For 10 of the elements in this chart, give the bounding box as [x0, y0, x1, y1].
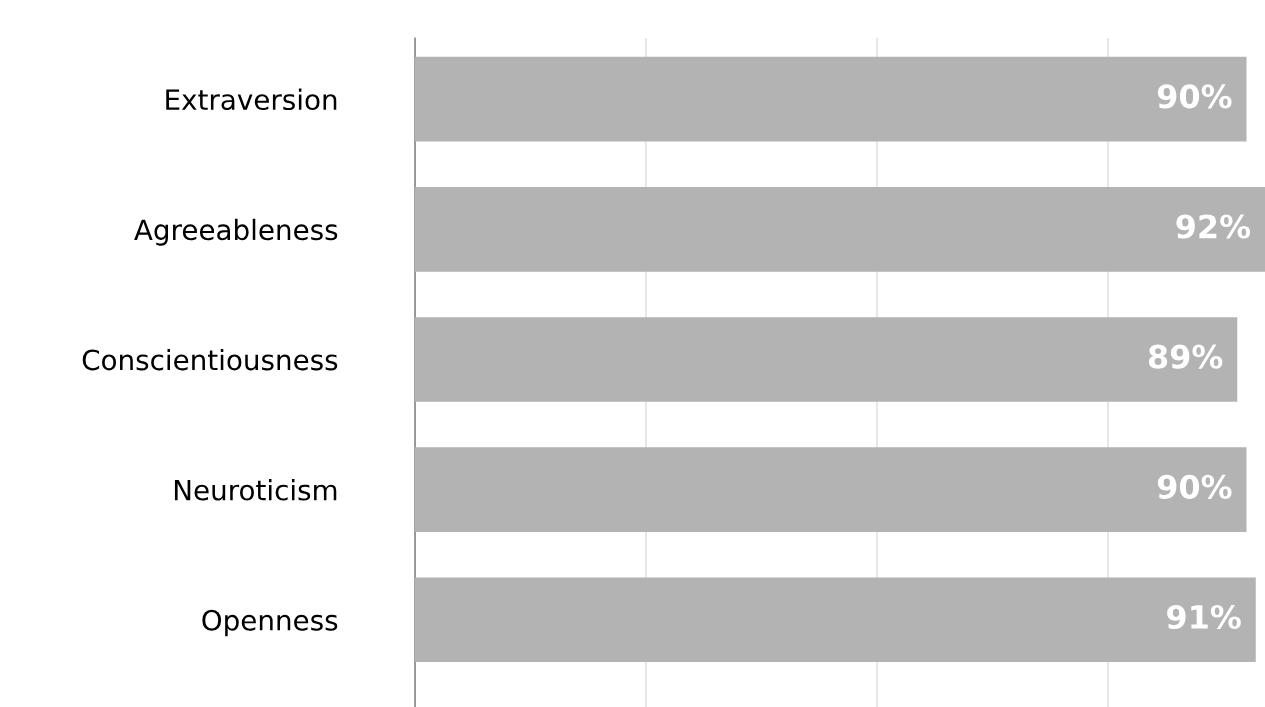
- data-label: 90%: [1157, 84, 1232, 109]
- y-tick-label: Openness: [202, 609, 338, 637]
- y-tick-label: Neuroticism: [174, 479, 337, 501]
- data-label: 92%: [1176, 214, 1251, 239]
- data-label: 90%: [1157, 474, 1232, 499]
- data-label: 91%: [1167, 604, 1241, 630]
- y-tick-label: Agreeableness: [134, 218, 338, 246]
- data-label: 89%: [1148, 344, 1223, 369]
- y-tick-label: Extraversion: [166, 88, 337, 111]
- y-tick-label: Conscientiousness: [82, 348, 338, 371]
